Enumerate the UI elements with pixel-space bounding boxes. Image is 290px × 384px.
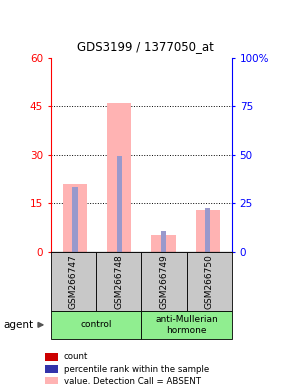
Bar [151,235,176,252]
Bar [63,184,87,252]
Text: count: count [64,352,88,361]
Text: GSM266747: GSM266747 [69,254,78,309]
Text: control: control [80,320,112,329]
Text: GSM266750: GSM266750 [205,254,214,309]
Bar [117,156,122,252]
Bar [195,210,220,252]
Text: value, Detection Call = ABSENT: value, Detection Call = ABSENT [64,377,201,384]
Bar [205,208,210,252]
Bar [72,187,78,252]
Text: percentile rank within the sample: percentile rank within the sample [64,364,209,374]
Bar [107,103,131,252]
Text: GSM266748: GSM266748 [114,254,123,309]
Text: GSM266749: GSM266749 [160,254,168,309]
Bar [161,230,166,252]
Text: anti-Mullerian
hormone: anti-Mullerian hormone [155,315,218,334]
Text: agent: agent [3,320,33,330]
Text: GDS3199 / 1377050_at: GDS3199 / 1377050_at [77,40,213,53]
